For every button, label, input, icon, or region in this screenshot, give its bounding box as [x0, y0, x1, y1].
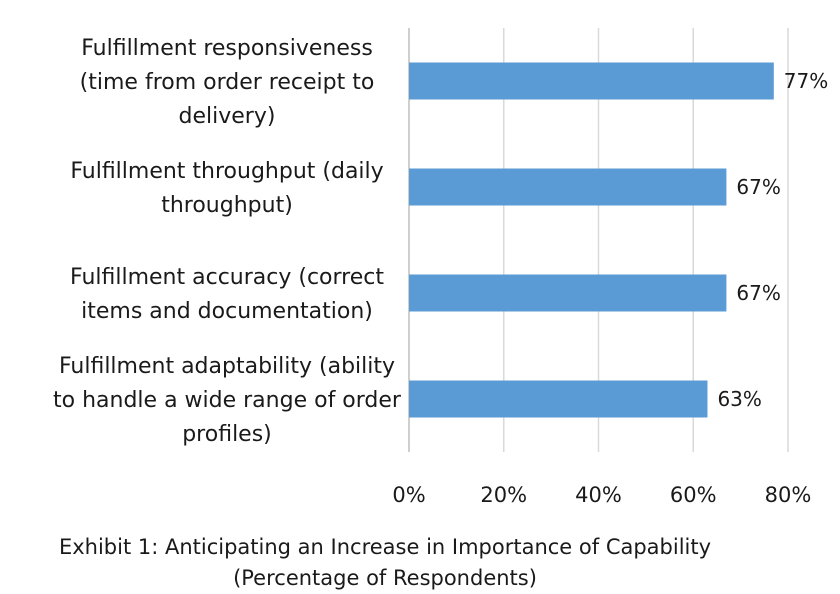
category-label-1-line-0: Fulfillment throughput (daily	[70, 159, 383, 184]
x-tick-label-2: 40%	[575, 483, 622, 507]
category-label-0-line-1: (time from order receipt to	[80, 70, 375, 95]
data-label-3: 63%	[717, 387, 761, 411]
x-tick-label-1: 20%	[480, 483, 527, 507]
bar-1	[409, 168, 727, 206]
data-label-1: 67%	[736, 175, 780, 199]
category-label-3-line-0: Fulfillment adaptability (ability	[59, 354, 395, 379]
x-tick-label-4: 80%	[765, 483, 812, 507]
bar-0	[409, 62, 774, 100]
category-label-0-line-2: delivery)	[179, 104, 276, 129]
data-label-0: 77%	[784, 69, 828, 93]
category-label-1-line-1: throughput)	[161, 193, 293, 218]
category-label-0: Fulfillment responsiveness (time from ord…	[80, 36, 375, 129]
x-tick-label-0: 0%	[392, 483, 425, 507]
x-tick-label-3: 60%	[670, 483, 717, 507]
category-label-0-line-0: Fulfillment responsiveness	[81, 36, 373, 61]
bar-2	[409, 274, 727, 312]
category-label-2-line-1: items and documentation)	[81, 299, 373, 324]
category-label-2-line-0: Fulfillment accuracy (correct	[70, 265, 384, 290]
category-label-1: Fulfillment throughput (daily throughput)	[70, 159, 383, 218]
bar-chart: 0% 20% 40% 60% 80% 77% Fulfillment responsiven…	[53, 28, 828, 507]
data-label-2: 67%	[736, 281, 780, 305]
bar-3	[409, 380, 708, 418]
category-label-2: Fulfillment accuracy (correct items and d…	[70, 265, 384, 324]
category-label-3: Fulfillment adaptability (ability to hand…	[53, 354, 402, 447]
caption-line-1: Exhibit 1: Anticipating an Increase in I…	[58, 535, 712, 559]
category-label-3-line-1: to handle a wide range of order	[53, 388, 402, 413]
chart-caption: Exhibit 1: Anticipating an Increase in I…	[0, 532, 770, 594]
category-label-3-line-2: profiles)	[182, 422, 272, 447]
caption-line-2: (Percentage of Respondents)	[233, 566, 537, 590]
